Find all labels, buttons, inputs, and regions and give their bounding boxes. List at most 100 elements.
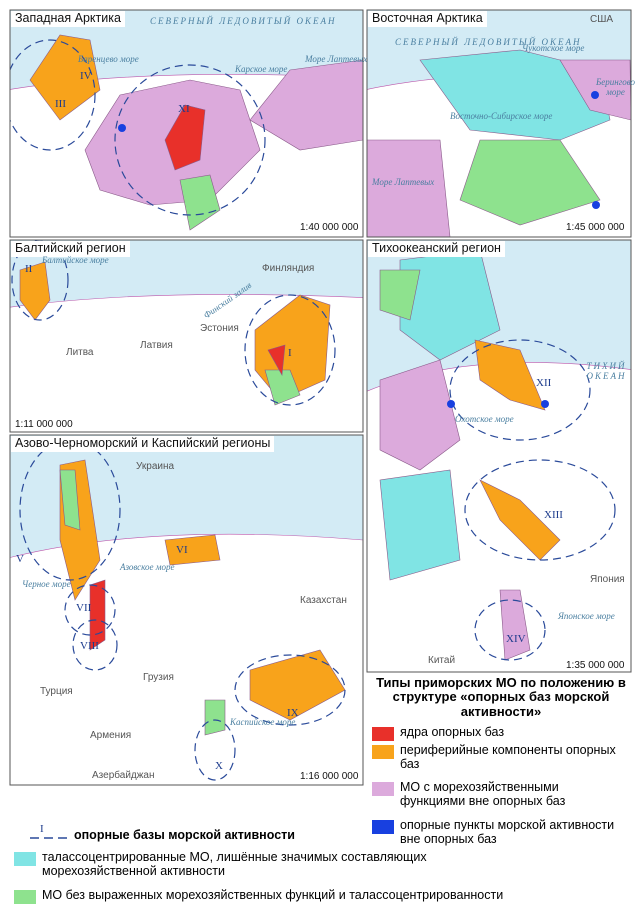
roman: IV bbox=[80, 70, 92, 82]
ocean: СЕВЕРНЫЙ ЛЕДОВИТЫЙ ОКЕАН bbox=[395, 37, 582, 47]
region bbox=[459, 139, 601, 226]
scale: 1:40 000 000 bbox=[298, 222, 361, 233]
roman: VI bbox=[176, 544, 188, 556]
roman: V bbox=[16, 553, 24, 565]
ptitle: Тихоокеанский регион bbox=[368, 241, 505, 257]
legend-swatch bbox=[372, 782, 394, 796]
base-outline bbox=[64, 584, 116, 636]
country: Китай bbox=[428, 655, 456, 666]
base-outline bbox=[11, 240, 69, 321]
sea: Каспийское море bbox=[230, 717, 296, 727]
region bbox=[419, 49, 611, 141]
point bbox=[592, 201, 600, 209]
region bbox=[179, 174, 221, 231]
region bbox=[249, 59, 363, 151]
country: Грузия bbox=[143, 672, 174, 683]
region bbox=[559, 59, 631, 121]
base-outline bbox=[449, 339, 591, 441]
region bbox=[204, 699, 226, 736]
ltitle: Типы приморских МО по положению в структ… bbox=[376, 675, 626, 719]
roman: VII bbox=[76, 602, 92, 614]
roman: XIV bbox=[506, 633, 526, 645]
region bbox=[367, 139, 451, 237]
region bbox=[164, 534, 221, 566]
country: Турция bbox=[40, 686, 73, 697]
country: Латвия bbox=[140, 340, 173, 351]
roman: III bbox=[55, 98, 66, 110]
litem: ядра опорных баз bbox=[400, 725, 505, 739]
region bbox=[59, 469, 81, 531]
legend-swatch bbox=[372, 727, 394, 741]
litem: МО без выраженных морехозяйственных функ… bbox=[42, 888, 504, 902]
sea: Чукотское море bbox=[522, 43, 585, 53]
panel bbox=[10, 10, 363, 237]
region bbox=[379, 469, 461, 581]
panel-border bbox=[9, 434, 364, 786]
panel bbox=[10, 435, 363, 785]
base-outline bbox=[114, 64, 266, 216]
scale: 1:16 000 000 bbox=[298, 771, 361, 782]
legend-swatch bbox=[372, 745, 394, 759]
ptitle: Восточная Арктика bbox=[368, 11, 487, 27]
base-outline bbox=[19, 439, 121, 581]
litem: периферийные компоненты опорных баз bbox=[400, 743, 616, 771]
country: Эстония bbox=[200, 323, 239, 334]
ocean: ТИХИЙ ОКЕАН bbox=[586, 361, 627, 381]
ptitle: Азово-Черноморский и Каспийский регионы bbox=[11, 436, 275, 452]
litem: опорные базы морской активности bbox=[74, 828, 295, 842]
country: Япония bbox=[590, 574, 625, 585]
panel-border bbox=[9, 239, 364, 433]
country: Литва bbox=[66, 347, 94, 358]
sea: Баренцево море bbox=[78, 54, 139, 64]
legend-swatch bbox=[14, 890, 36, 904]
roman: XIII bbox=[544, 509, 563, 521]
roman: I bbox=[40, 823, 44, 835]
region bbox=[379, 269, 421, 321]
sea: Море Лаптевых bbox=[372, 177, 435, 187]
panel-border bbox=[366, 9, 632, 238]
country: Украина bbox=[136, 461, 175, 472]
base-outline bbox=[194, 719, 236, 781]
panel bbox=[367, 10, 631, 237]
country: Финляндия bbox=[262, 263, 315, 274]
panel-border bbox=[366, 239, 632, 673]
country: Казахстан bbox=[300, 595, 347, 606]
sea: Море Лаптевых bbox=[305, 54, 368, 64]
base-outline bbox=[10, 39, 96, 151]
base-outline bbox=[72, 619, 118, 671]
sea: Берингово море bbox=[595, 77, 636, 97]
region bbox=[249, 649, 346, 721]
point bbox=[541, 400, 549, 408]
ptitle: Балтийский регион bbox=[11, 241, 130, 257]
region bbox=[499, 589, 531, 661]
roman: XI bbox=[178, 103, 190, 115]
sea: Азовское море bbox=[120, 562, 175, 572]
country: Армения bbox=[90, 730, 132, 741]
region bbox=[479, 479, 561, 561]
point bbox=[447, 400, 455, 408]
base-outline bbox=[244, 294, 336, 406]
point bbox=[118, 124, 126, 132]
region bbox=[267, 344, 286, 376]
sea: Охотское море bbox=[455, 414, 514, 424]
scale: 1:35 000 000 bbox=[564, 660, 627, 671]
region bbox=[474, 339, 546, 411]
panel bbox=[367, 240, 631, 672]
country: Азербайджан bbox=[92, 770, 155, 781]
roman: VIII bbox=[80, 640, 99, 652]
ptitle: Западная Арктика bbox=[11, 11, 125, 27]
base-outline bbox=[234, 654, 346, 726]
scale: 1:45 000 000 bbox=[564, 222, 627, 233]
sea: Черное море bbox=[22, 579, 71, 589]
litem: МО с морехозяйственными функциями вне оп… bbox=[400, 780, 566, 808]
region bbox=[19, 261, 51, 321]
scale: 1:11 000 000 bbox=[13, 419, 75, 430]
region bbox=[379, 359, 461, 471]
roman: X bbox=[215, 760, 223, 772]
legend-swatch bbox=[14, 852, 36, 866]
panel bbox=[10, 240, 363, 432]
litem: опорные пункты морской активности вне оп… bbox=[400, 818, 615, 846]
litem: талассоцентрированные МО, лишённые значи… bbox=[42, 850, 427, 878]
